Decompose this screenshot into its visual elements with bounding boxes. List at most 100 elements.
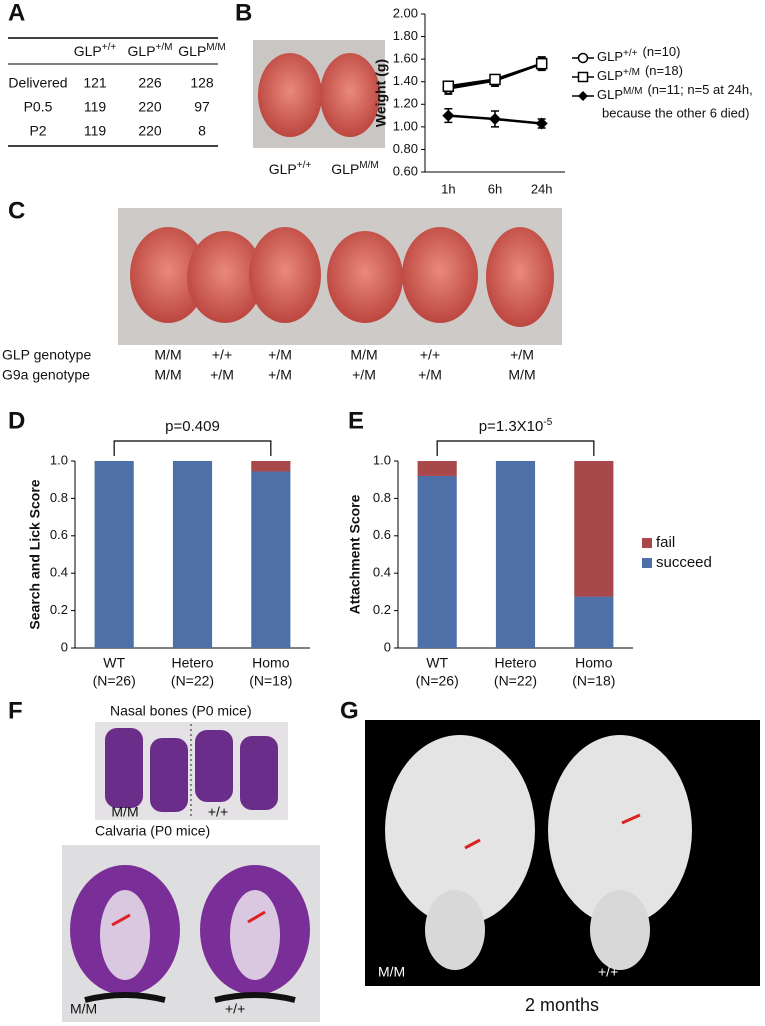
y-tick-label: 1.60 <box>393 51 418 66</box>
y-tick-label: 0.4 <box>373 565 391 580</box>
photo-label: M/M <box>378 964 405 980</box>
genotype: +/M <box>210 367 234 383</box>
photo-skulls <box>365 720 760 986</box>
y-tick-label: 0.6 <box>50 527 68 542</box>
legend-marker <box>578 91 588 101</box>
genotype: M/M <box>508 367 535 383</box>
significance-bracket <box>436 440 595 456</box>
legend-label: GLPM/M (n=11; n=5 at 24h, <box>597 82 753 102</box>
bar-segment <box>172 461 213 648</box>
text-part: GLP <box>597 68 623 83</box>
superscript: +/M <box>156 42 173 53</box>
x-tick-label: WT <box>426 655 448 671</box>
y-tick-label: 1.80 <box>393 28 418 43</box>
table-cell: 119 <box>84 99 107 115</box>
photo-label: +/+ <box>598 964 618 980</box>
text-part: GLP <box>597 49 623 64</box>
y-tick-label: 0 <box>61 639 68 654</box>
text-part: GLP <box>74 43 102 59</box>
photo-pups-b <box>253 40 385 148</box>
y-tick-label: 0.80 <box>393 141 418 156</box>
marker <box>442 80 455 92</box>
photo-label: +/+ <box>225 1001 245 1017</box>
text-part: GLP <box>597 87 623 102</box>
table-cell: 121 <box>83 75 107 91</box>
y-tick-label: 0.8 <box>50 490 68 505</box>
photo-label: GLP+/+ <box>269 160 312 177</box>
photo-label: M/M <box>111 804 138 820</box>
superscript: -5 <box>543 417 552 428</box>
table-row-label: P2 <box>29 123 46 139</box>
legend-swatch <box>642 558 652 568</box>
superscript: M/M <box>206 42 225 53</box>
significance-bracket <box>113 440 272 456</box>
table-cell: 97 <box>194 99 210 115</box>
table-cell: 220 <box>138 99 162 115</box>
bar-segment <box>417 475 457 648</box>
x-tick-label: 6h <box>488 181 502 196</box>
legend-label: fail <box>656 534 675 551</box>
superscript: +/+ <box>297 160 312 171</box>
x-tick-label: Homo <box>252 655 290 671</box>
y-tick-label: 0.6 <box>373 527 391 542</box>
genotype: +/M <box>352 367 376 383</box>
legend-note: (n=11; n=5 at 24h, <box>647 82 752 97</box>
superscript: +/+ <box>623 48 638 59</box>
bar-segment <box>251 461 291 472</box>
superscript: +/+ <box>102 42 117 53</box>
y-tick-label: 0 <box>384 639 391 654</box>
legend-note: because the other 6 died) <box>602 105 749 120</box>
y-tick-label: 0.8 <box>373 490 391 505</box>
y-tick-label: 1.0 <box>50 452 68 467</box>
y-tick-label: 0.60 <box>393 163 418 178</box>
legend-label: GLP+/M (n=18) <box>597 63 683 83</box>
photo-nasal-bones <box>95 722 288 820</box>
y-tick-label: 0.2 <box>50 602 68 617</box>
genotype: +/M <box>268 367 292 383</box>
x-tick-label: (N=26) <box>416 673 459 689</box>
table-header: GLP+/+ <box>74 42 117 59</box>
bar-segment <box>495 461 536 648</box>
bar-segment <box>574 596 614 648</box>
panel-letter: F <box>8 697 23 724</box>
y-tick-label: 1.20 <box>393 96 418 111</box>
x-tick-label: (N=18) <box>249 673 292 689</box>
y-axis-title: Search and Lick Score <box>27 479 43 629</box>
marker <box>489 112 501 125</box>
bar-segment <box>251 471 291 648</box>
y-axis-title: Attachment Score <box>347 494 363 614</box>
x-tick-label: Homo <box>575 655 613 671</box>
table-header: GLP+/M <box>128 42 173 59</box>
x-tick-label: 24h <box>531 181 553 196</box>
text-part: GLP <box>128 43 156 59</box>
text-part: GLP <box>269 161 297 177</box>
x-tick-label: (N=22) <box>171 673 214 689</box>
genotype: +/+ <box>212 347 232 363</box>
annotation: p=1.3X10-5 <box>479 417 553 435</box>
panel-letter: G <box>340 697 359 724</box>
superscript: M/M <box>359 160 378 171</box>
genotype: M/M <box>350 347 377 363</box>
panel-letter: D <box>8 407 25 434</box>
bar-segment <box>94 461 134 648</box>
y-tick-label: 1.0 <box>373 452 391 467</box>
legend-note: (n=18) <box>645 63 683 78</box>
bar-segment <box>574 461 614 597</box>
table-row-label: P0.5 <box>24 99 53 115</box>
genotype: +/M <box>418 367 442 383</box>
y-tick-label: 1.00 <box>393 118 418 133</box>
table-row-label: Delivered <box>8 75 67 91</box>
marker <box>442 109 455 122</box>
genotype: M/M <box>154 347 181 363</box>
superscript: +/M <box>623 67 640 78</box>
table-cell: 8 <box>198 123 206 139</box>
text-part: p=1.3X10 <box>479 418 544 435</box>
y-axis-title: Weight (g) <box>373 59 389 127</box>
x-tick-label: Hetero <box>171 655 213 671</box>
panel-letter: B <box>235 0 252 26</box>
genotype: +/M <box>268 347 292 363</box>
subtitle: Nasal bones (P0 mice) <box>110 703 252 719</box>
legend-marker <box>577 52 589 64</box>
genotype-row-label: GLP genotype <box>2 347 91 363</box>
